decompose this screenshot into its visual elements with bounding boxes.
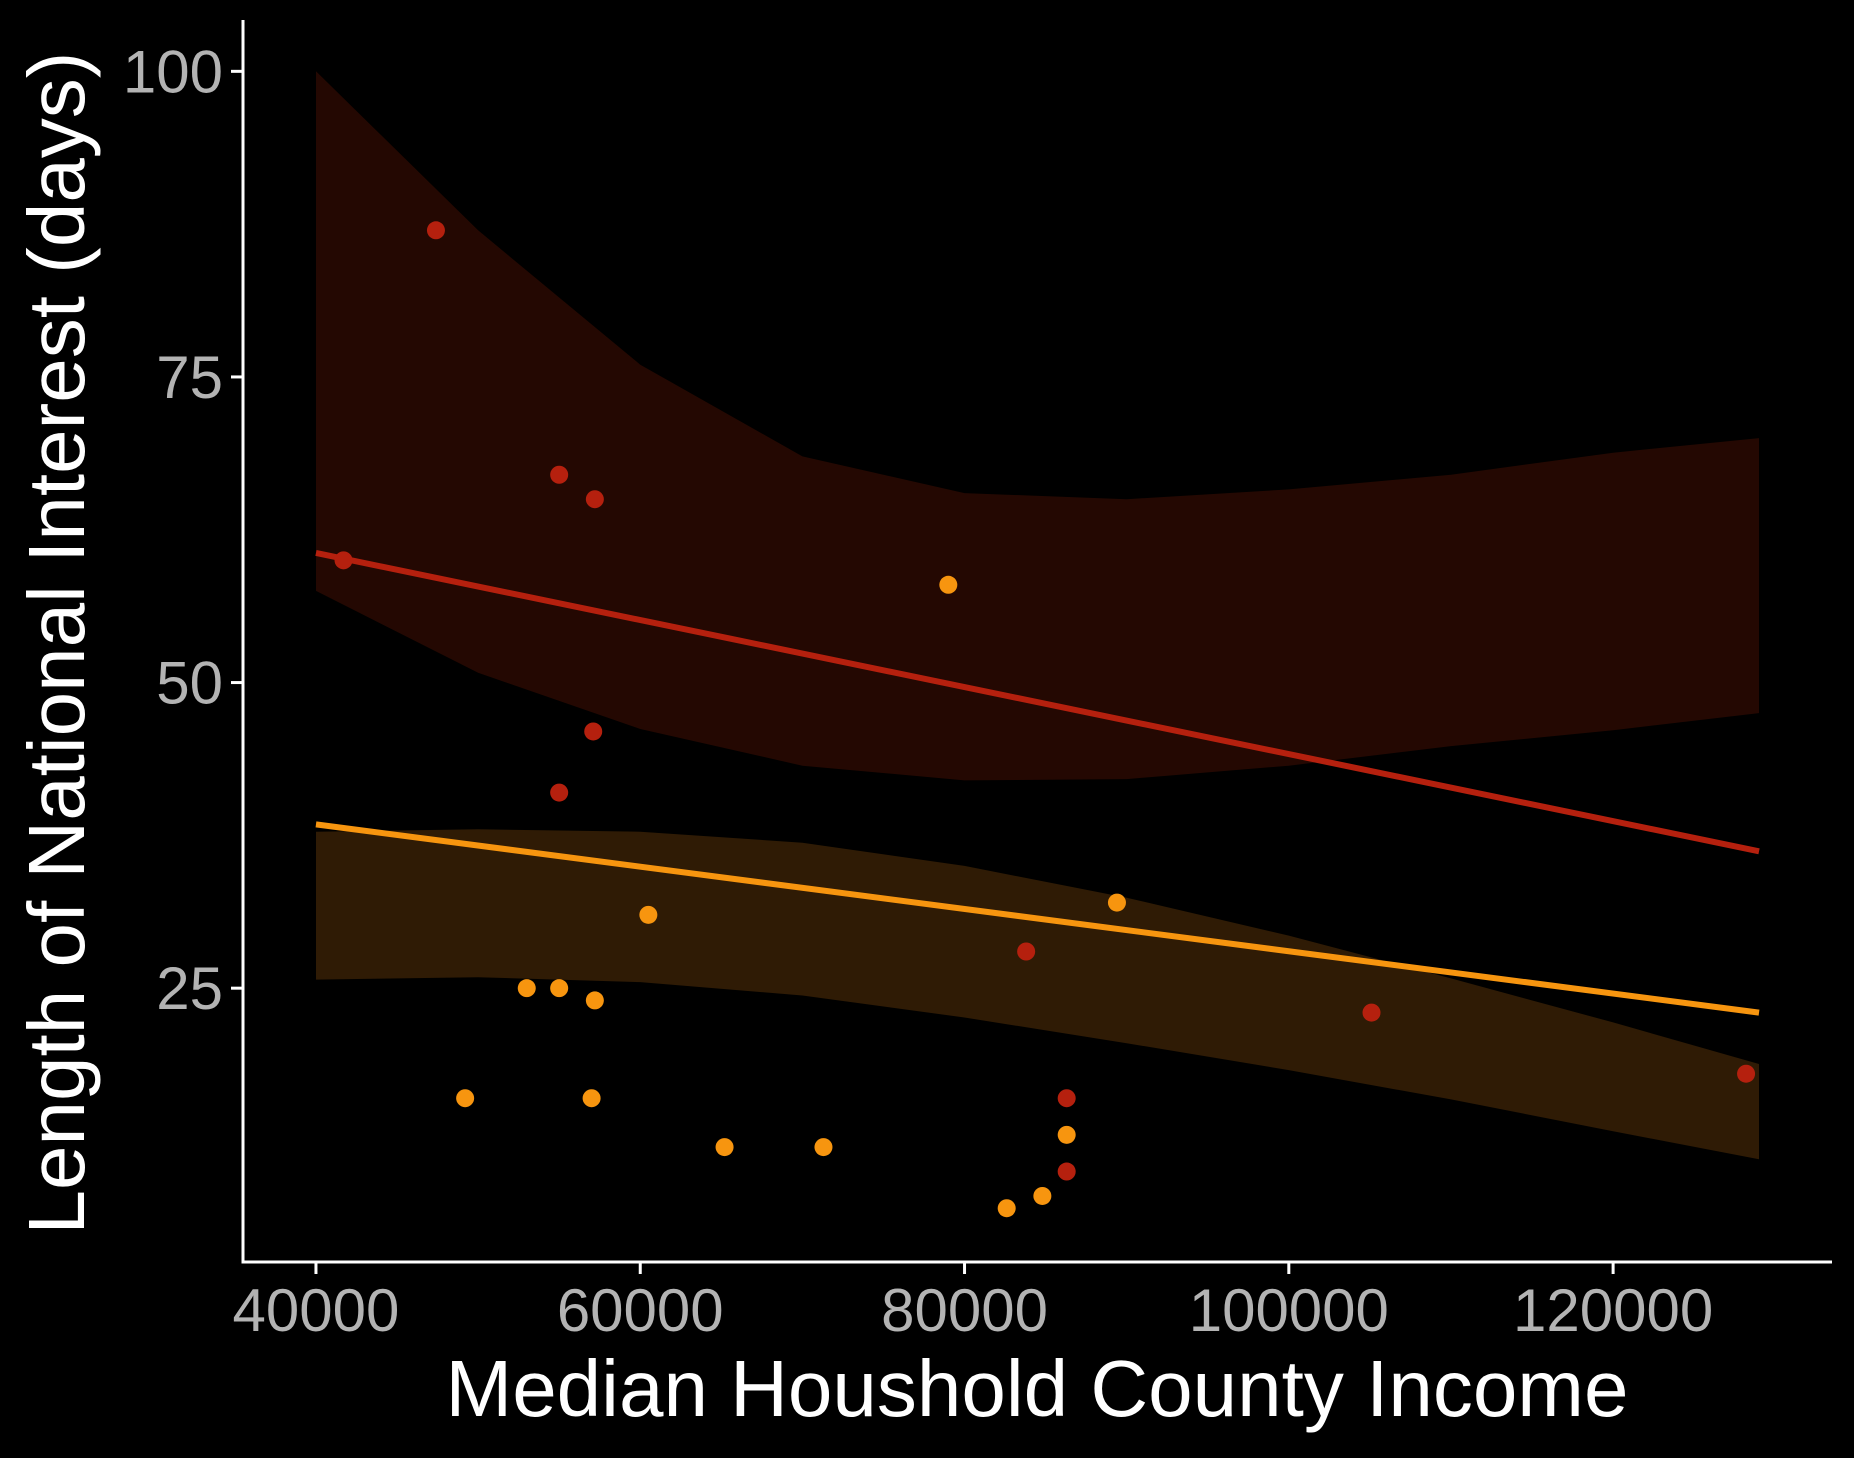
- x-tick-label: 80000: [881, 1277, 1048, 1344]
- data-point: [639, 905, 658, 924]
- regression-lines: [315, 550, 1760, 1016]
- data-point: [585, 991, 604, 1010]
- data-point: [550, 783, 569, 802]
- data-point: [1017, 942, 1036, 961]
- data-point: [550, 465, 569, 484]
- data-points: [334, 221, 1756, 1218]
- regression-line-0: [315, 550, 1760, 855]
- data-point: [1362, 1003, 1381, 1022]
- data-point: [426, 221, 445, 240]
- data-point: [1057, 1125, 1076, 1144]
- x-axis-title: Median Houshold County Income: [446, 1344, 1629, 1433]
- data-point: [1057, 1089, 1076, 1108]
- data-point: [1107, 893, 1126, 912]
- x-tick-label: 100000: [1189, 1277, 1389, 1344]
- x-tick-label: 40000: [233, 1277, 400, 1344]
- confidence-band-0: [316, 71, 1759, 781]
- data-point: [1737, 1064, 1756, 1083]
- y-tick-label: 25: [156, 955, 223, 1022]
- regression-line-1: [315, 821, 1760, 1016]
- data-point: [456, 1089, 475, 1108]
- data-point: [582, 1089, 601, 1108]
- x-tick-label: 120000: [1513, 1277, 1713, 1344]
- x-tick-label: 60000: [557, 1277, 724, 1344]
- data-point: [585, 490, 604, 509]
- data-point: [517, 979, 536, 998]
- data-point: [997, 1199, 1016, 1218]
- confidence-band-1: [316, 829, 1759, 1160]
- data-point: [584, 722, 603, 741]
- y-axis-title: Length of National Interest (days): [12, 52, 101, 1235]
- data-point: [1033, 1186, 1052, 1205]
- confidence-bands: [316, 71, 1759, 1160]
- data-point: [939, 575, 958, 594]
- y-tick-label: 100: [123, 38, 223, 105]
- data-point: [715, 1138, 734, 1157]
- y-tick-label: 50: [156, 650, 223, 717]
- data-point: [550, 979, 569, 998]
- axes: 40000 60000 80000 100000 120000 25 50 75 100: [123, 20, 1832, 1344]
- data-point: [1057, 1162, 1076, 1181]
- data-point: [814, 1138, 833, 1157]
- y-tick-label: 75: [156, 344, 223, 411]
- data-point: [334, 551, 353, 570]
